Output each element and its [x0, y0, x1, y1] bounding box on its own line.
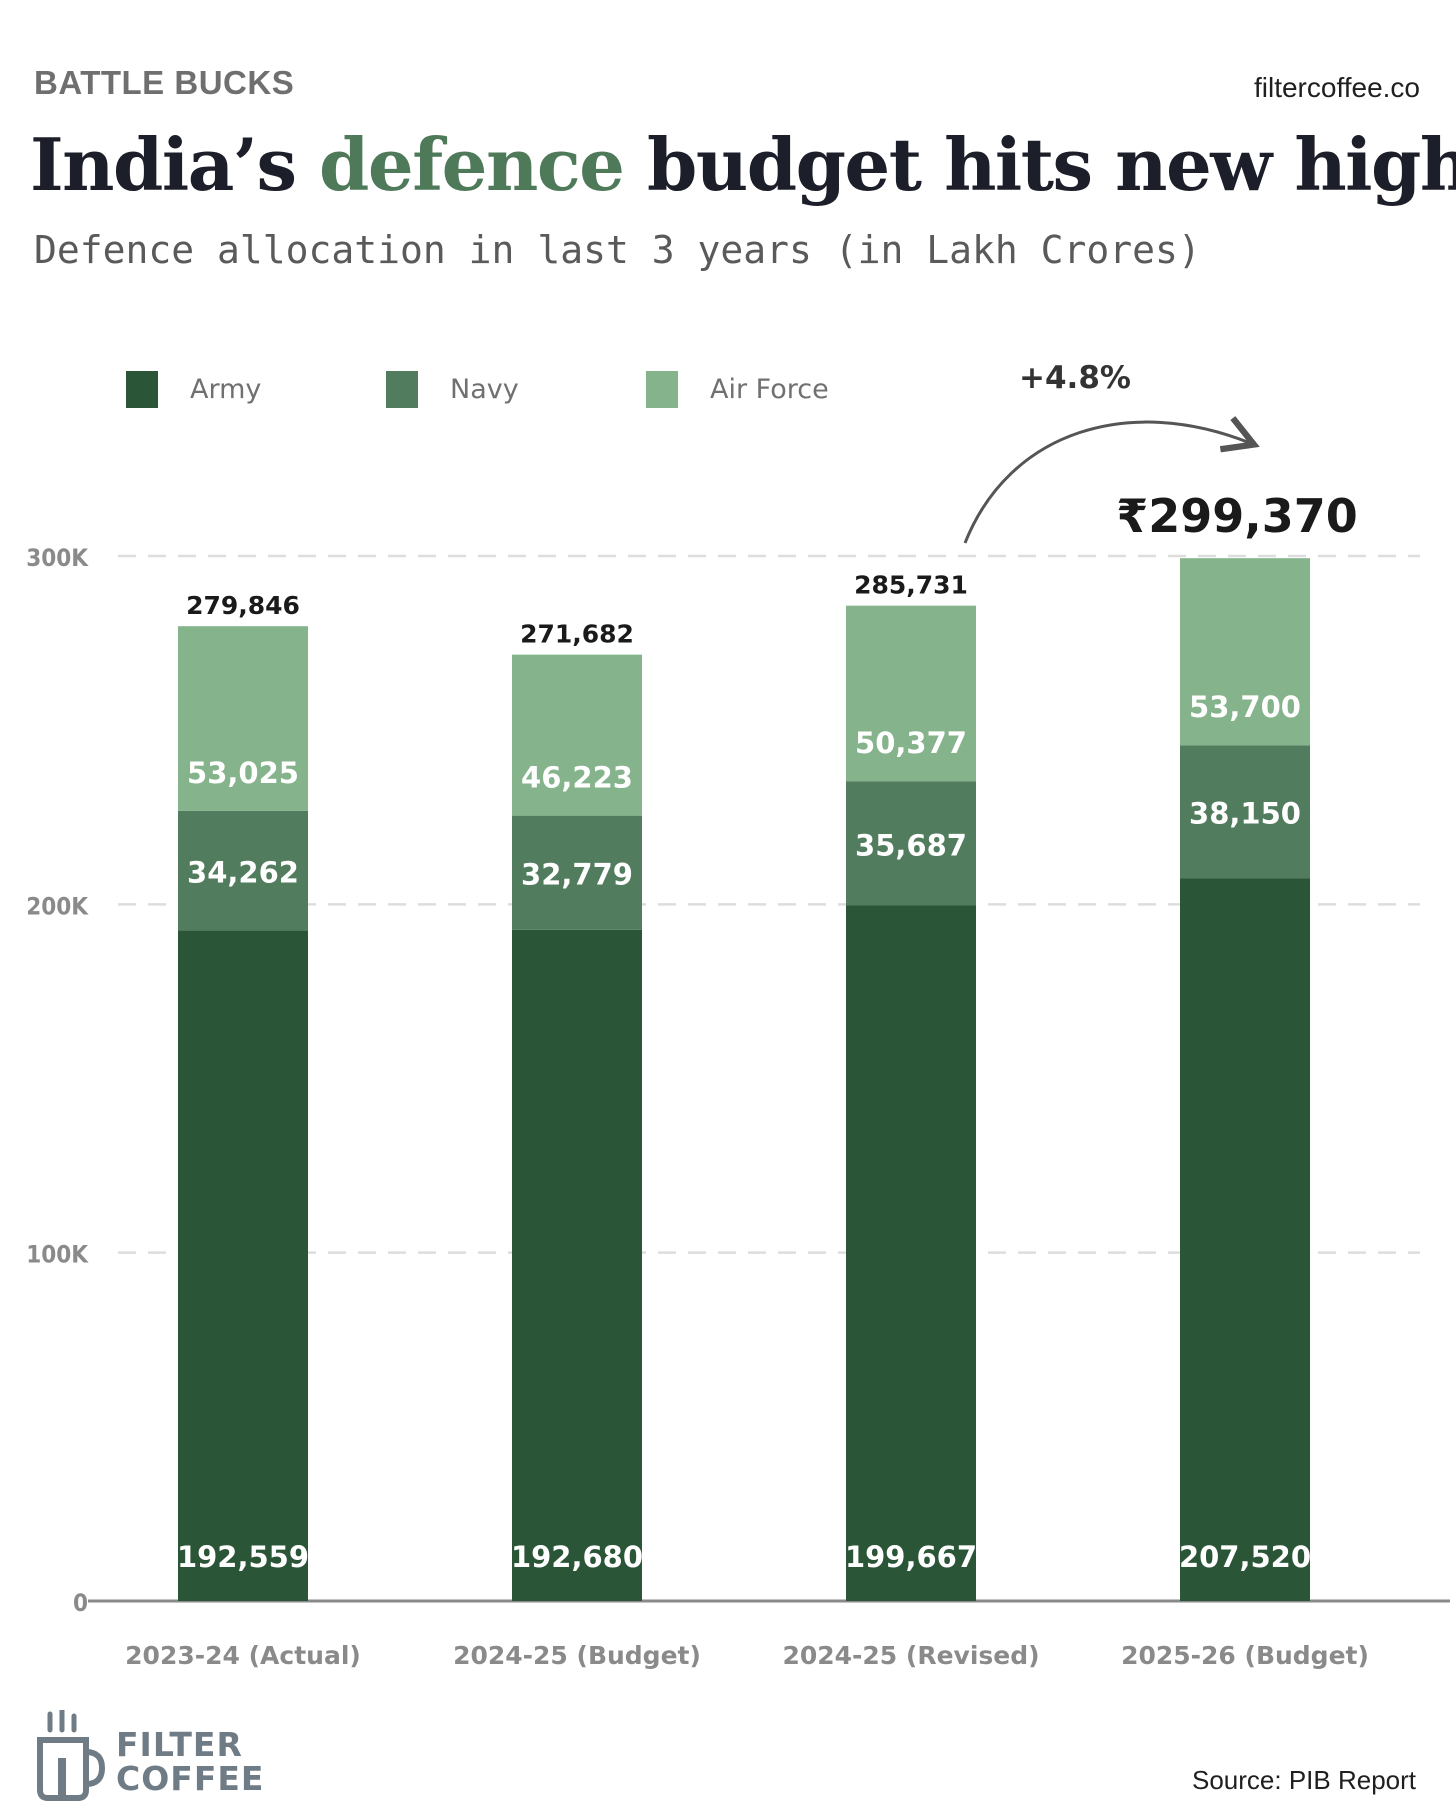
value-label-navy: 32,779: [521, 858, 633, 892]
bar-segment-air-force: [1180, 558, 1310, 746]
title-accent: defence: [319, 122, 625, 207]
bar-segment-navy: [512, 815, 642, 930]
value-label-air-force: 53,025: [187, 756, 299, 790]
source-note: Source: PIB Report: [1192, 1765, 1416, 1795]
bar-segment-air-force: [512, 654, 642, 816]
legend-item-army: Army: [126, 371, 261, 408]
growth-annotation: +4.8%: [1019, 360, 1131, 396]
logo-line-1: FILTER: [116, 1725, 243, 1764]
bar-segment-army: [1180, 878, 1310, 1601]
total-label-highlight: ₹299,370: [1116, 489, 1358, 543]
bar-segment-air-force: [178, 626, 308, 811]
page-title: India’s defence budget hits new highs: [30, 122, 1456, 207]
total-label: 285,731: [854, 571, 968, 600]
value-label-navy: 35,687: [855, 828, 967, 862]
value-label-army: 207,520: [1179, 1540, 1311, 1574]
legend-label-army: Army: [190, 374, 262, 405]
legend-swatch-army: [126, 371, 158, 408]
value-label-air-force: 53,700: [1189, 690, 1301, 724]
growth-arrow: [963, 416, 1260, 544]
value-label-army: 192,559: [177, 1540, 309, 1574]
brand-logo: FILTER COFFEE: [36, 1707, 263, 1810]
total-label: 279,846: [186, 591, 300, 620]
x-tick-label: 2023-24 (Actual): [125, 1641, 361, 1670]
logo-text: FILTER COFFEE: [116, 1728, 264, 1796]
bar-segment-army: [846, 905, 976, 1601]
y-tick-label: 0: [73, 1589, 88, 1617]
value-label-air-force: 50,377: [855, 726, 967, 760]
total-label: 271,682: [520, 620, 634, 649]
y-tick-label: 200K: [26, 892, 89, 920]
site-link[interactable]: filtercoffee.co: [1253, 72, 1420, 103]
value-label-navy: 38,150: [1189, 797, 1301, 831]
legend-label-air-force: Air Force: [710, 374, 829, 405]
x-tick-label: 2025-26 (Budget): [1121, 1641, 1369, 1670]
bar-segment-navy: [1180, 745, 1310, 879]
value-label-navy: 34,262: [187, 856, 299, 890]
value-label-air-force: 46,223: [521, 761, 633, 795]
legend-swatch-navy: [386, 371, 418, 408]
legend-item-air-force: Air Force: [646, 371, 829, 408]
title-prefix: India’s: [30, 122, 320, 207]
kicker: BATTLE BUCKS: [34, 64, 295, 101]
coffee-cup-icon: [37, 1707, 106, 1801]
legend-item-navy: Navy: [386, 371, 519, 408]
legend-swatch-air-force: [646, 371, 678, 408]
y-tick-label: 300K: [26, 544, 89, 572]
bar-segment-army: [512, 929, 642, 1601]
x-tick-label: 2024-25 (Revised): [782, 1641, 1039, 1670]
page-subtitle: Defence allocation in last 3 years (in L…: [34, 228, 1201, 272]
bar-segment-navy: [846, 781, 976, 906]
bar-segment-air-force: [846, 605, 976, 782]
bar-segment-army: [178, 930, 308, 1601]
value-label-army: 199,667: [845, 1540, 977, 1574]
y-tick-label: 100K: [26, 1241, 89, 1269]
x-tick-label: 2024-25 (Budget): [453, 1641, 701, 1670]
logo-line-2: COFFEE: [116, 1759, 265, 1798]
title-suffix: budget hits new highs: [623, 122, 1456, 207]
bar-segment-navy: [178, 810, 308, 931]
value-label-army: 192,680: [511, 1540, 643, 1574]
legend-label-navy: Navy: [450, 374, 519, 405]
